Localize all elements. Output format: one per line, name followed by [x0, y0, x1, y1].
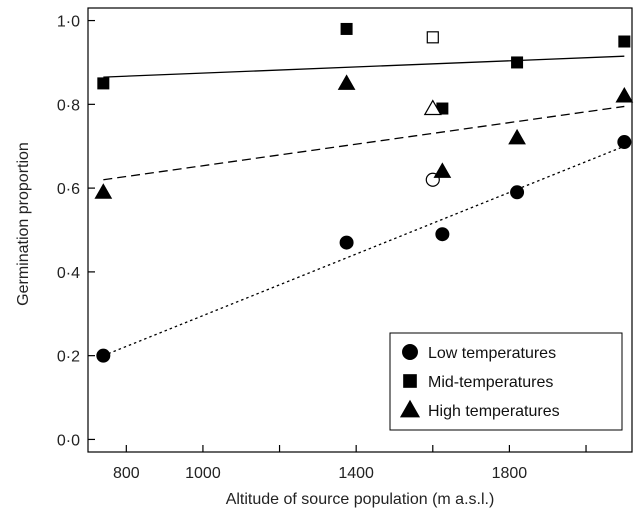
triangle-point [94, 183, 113, 199]
circle-point [339, 235, 354, 250]
plot-frame [87, 7, 633, 453]
y-tick-label: 0·2 [57, 349, 80, 366]
square-fit-line [103, 55, 625, 78]
y-axis: 0·0 0·2 0·4 0·6 0·8 1·0 [57, 14, 95, 449]
legend-triangle-icon [399, 399, 421, 418]
x-axis-title: Altitude of source population (m a.s.l.) [226, 491, 495, 508]
x-tick-label: 1400 [338, 465, 374, 482]
circle-point [617, 135, 632, 150]
fit-lines [103, 55, 625, 357]
circle-fit-line [103, 145, 625, 357]
triangle-open-point [423, 99, 442, 116]
legend-square-icon [403, 374, 417, 388]
y-tick-label: 0·4 [57, 265, 80, 282]
legend-items: Low temperatures Mid-temperatures High tem… [399, 344, 560, 420]
triangle-point [433, 162, 452, 178]
legend-label: Mid-temperatures [428, 374, 553, 391]
triangle-point [508, 128, 526, 145]
square-point [618, 35, 631, 48]
triangle-point [337, 74, 356, 90]
x-tick-label: 1000 [185, 465, 221, 482]
y-axis-title: Germination proportion [15, 142, 32, 306]
triangle-point [615, 86, 634, 103]
legend: Low temperatures Mid-temperatures High tem… [389, 332, 623, 431]
x-tick-label: 1800 [492, 465, 528, 482]
square-open-point [426, 31, 439, 44]
square-point [511, 56, 524, 69]
legend-label: High temperatures [428, 403, 560, 420]
y-tick-label: 0·0 [57, 432, 80, 449]
circle-point [510, 185, 525, 200]
square-point [340, 22, 353, 35]
legend-circle-icon [402, 344, 418, 360]
x-axis: 800 1000 1400 1800 [113, 445, 587, 482]
data-markers [94, 22, 634, 363]
y-tick-label: 0·6 [57, 181, 80, 198]
legend-label: Low temperatures [428, 345, 556, 362]
triangle-fit-line [103, 105, 625, 181]
square-point [97, 77, 110, 90]
y-tick-label: 0·8 [57, 97, 80, 114]
plot-area [87, 7, 634, 453]
x-tick-label: 800 [113, 465, 140, 482]
y-tick-label: 1·0 [57, 14, 80, 31]
legend-box [389, 332, 623, 431]
circle-point [96, 348, 111, 363]
circle-point [435, 227, 450, 242]
